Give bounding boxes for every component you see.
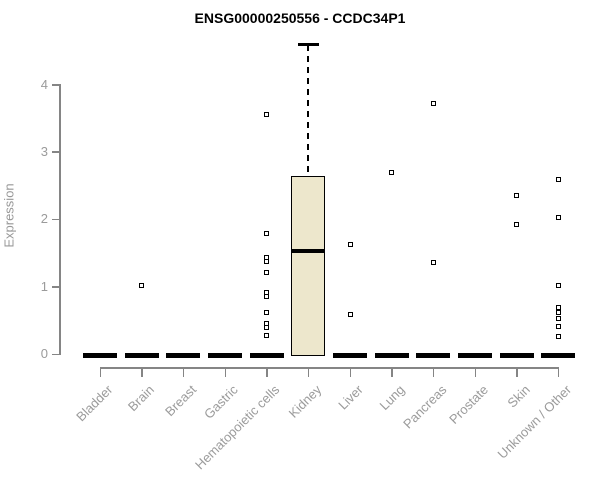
x-tick-mark: [474, 367, 477, 377]
x-tick-label: Breast: [161, 382, 199, 420]
y-tick-label: 4: [40, 76, 48, 92]
outlier-point: [264, 309, 270, 315]
outlier-point: [555, 315, 561, 321]
x-tick-label: Liver: [335, 382, 366, 413]
y-tick-label: 0: [40, 346, 48, 361]
outlier-point: [264, 333, 270, 339]
y-tick-label: 3: [40, 143, 48, 159]
outlier-point: [555, 283, 561, 289]
x-tick-label: Prostate: [445, 382, 491, 427]
upper-whisker-cap: [297, 43, 319, 46]
collapsed-box-dash: [166, 352, 201, 358]
y-tick-mark: [52, 286, 60, 288]
outlier-point: [264, 294, 270, 300]
outlier-point: [264, 270, 270, 275]
collapsed-box-dash: [208, 352, 243, 358]
outlier-point: [389, 170, 395, 176]
outlier-point: [514, 192, 520, 198]
x-tick-mark: [266, 367, 268, 377]
collapsed-box-dash: [249, 352, 284, 358]
outlier-point: [555, 177, 561, 183]
x-tick-label: Skin: [503, 382, 533, 411]
x-tick-label: Pancreas: [399, 382, 450, 432]
outlier-point: [264, 230, 270, 236]
box-iqr: [291, 175, 326, 356]
chart-title: ENSG00000250556 - CCDC34P1: [194, 10, 406, 26]
outlier-point: [555, 215, 561, 221]
collapsed-box-dash: [333, 352, 368, 358]
x-tick-label: Kidney: [285, 382, 325, 421]
x-tick-label: Brain: [125, 382, 158, 415]
x-tick-mark: [391, 367, 393, 377]
collapsed-box-dash: [541, 352, 576, 358]
x-tick-mark: [182, 367, 185, 377]
collapsed-box-dash: [374, 352, 409, 358]
outlier-point: [139, 283, 145, 289]
outlier-point: [555, 333, 561, 339]
x-tick-label: Unknown / Other: [494, 382, 575, 462]
y-tick-mark: [52, 353, 60, 355]
outlier-point: [347, 241, 353, 247]
collapsed-box-dash: [124, 352, 159, 358]
x-tick-label: Lung: [376, 382, 408, 414]
median-line: [291, 248, 326, 253]
y-tick-mark: [52, 84, 60, 86]
x-tick-mark: [141, 367, 143, 377]
x-tick-mark: [99, 367, 101, 377]
collapsed-box-dash: [458, 352, 493, 358]
outlier-point: [555, 305, 561, 311]
collapsed-box-dash: [499, 352, 534, 358]
y-axis-title: Expression: [1, 183, 17, 248]
x-axis-line: [100, 367, 560, 369]
x-tick-mark: [307, 367, 310, 377]
outlier-point: [264, 259, 270, 265]
outlier-point: [264, 254, 270, 260]
x-tick-mark: [349, 367, 352, 377]
collapsed-box-dash: [416, 352, 451, 358]
outlier-point: [555, 309, 561, 315]
y-tick-label: 2: [40, 211, 48, 227]
x-tick-mark: [557, 367, 560, 377]
x-tick-mark: [432, 367, 435, 377]
x-tick-label: Gastric: [200, 382, 241, 422]
outlier-point: [555, 323, 561, 329]
x-tick-mark: [516, 367, 518, 377]
outlier-point: [514, 221, 520, 227]
y-tick-label: 1: [40, 278, 48, 294]
outlier-point: [264, 325, 270, 331]
upper-whisker: [307, 44, 310, 176]
y-tick-mark: [52, 151, 60, 153]
outlier-point: [430, 100, 436, 106]
outlier-point: [347, 312, 353, 318]
outlier-point: [430, 259, 436, 265]
outlier-point: [264, 112, 270, 118]
x-tick-mark: [224, 367, 227, 377]
y-tick-mark: [52, 218, 60, 221]
x-tick-label: Bladder: [73, 382, 116, 425]
collapsed-box-dash: [83, 352, 117, 358]
